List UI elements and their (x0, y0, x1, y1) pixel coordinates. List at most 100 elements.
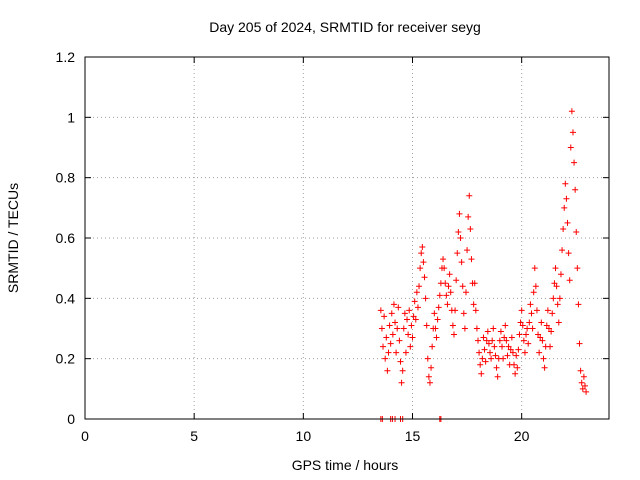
data-point (500, 355, 507, 362)
data-point (478, 370, 485, 377)
data-point (383, 334, 390, 341)
data-point (477, 361, 484, 368)
data-point (425, 373, 432, 380)
data-point (472, 307, 479, 314)
data-point (435, 304, 442, 311)
data-point (471, 280, 478, 287)
data-point (533, 307, 540, 314)
data-point (526, 319, 533, 326)
data-point (412, 316, 419, 323)
data-point (503, 337, 510, 344)
data-point (547, 343, 554, 350)
data-point (449, 322, 456, 329)
data-point (467, 225, 474, 232)
x-axis-label: GPS time / hours (292, 457, 399, 473)
data-point (450, 331, 457, 338)
data-point (520, 337, 527, 344)
data-point (411, 298, 418, 305)
data-point (406, 307, 413, 314)
data-point (385, 349, 392, 356)
data-point (442, 280, 449, 287)
data-point (447, 289, 454, 296)
data-point (481, 346, 488, 353)
data-point (556, 295, 563, 302)
data-point (490, 325, 497, 332)
data-point (399, 367, 406, 374)
data-point (530, 289, 537, 296)
data-point (493, 364, 500, 371)
data-point (389, 331, 396, 338)
y-tick-label: 0 (67, 411, 75, 427)
data-point (552, 265, 559, 272)
data-point (505, 343, 512, 350)
data-point (470, 301, 477, 308)
data-point (489, 337, 496, 344)
data-point (457, 235, 464, 241)
data-point (397, 358, 404, 365)
data-point (545, 325, 552, 332)
data-point (504, 352, 511, 359)
data-point (511, 361, 518, 368)
data-point (483, 337, 490, 344)
data-point (508, 334, 515, 341)
data-point (404, 316, 411, 323)
data-point (392, 319, 399, 326)
data-point (382, 355, 389, 362)
data-point (537, 334, 544, 341)
data-point (465, 213, 472, 220)
data-point (436, 292, 443, 299)
data-point (410, 313, 417, 320)
data-point (549, 310, 556, 317)
data-point (573, 228, 580, 235)
y-tick-label: 1.2 (56, 49, 76, 65)
data-point (497, 328, 504, 335)
data-point (507, 346, 514, 353)
data-point (441, 265, 448, 272)
y-axis-label: SRMTID / TECUs (5, 183, 21, 293)
data-point (417, 265, 424, 272)
data-point (567, 144, 574, 151)
data-point (453, 277, 460, 284)
data-point (434, 316, 441, 323)
y-tick-label: 1 (67, 109, 75, 125)
data-point (396, 337, 403, 344)
data-point (562, 180, 569, 187)
data-point (446, 271, 453, 278)
data-point (482, 358, 489, 365)
data-point (565, 250, 572, 257)
data-point (574, 265, 581, 272)
data-point (501, 334, 508, 341)
data-point (420, 259, 427, 266)
data-point (543, 322, 550, 329)
data-point (566, 277, 573, 284)
data-point (456, 210, 463, 217)
data-point (580, 373, 587, 380)
data-point (535, 331, 542, 338)
data-point (554, 301, 561, 308)
data-point (461, 325, 468, 332)
data-point (502, 322, 509, 329)
data-point (462, 289, 469, 296)
data-point (452, 307, 459, 314)
data-point (532, 283, 539, 290)
data-point (400, 325, 407, 332)
data-point (544, 307, 551, 314)
data-point (381, 313, 388, 320)
data-point (459, 283, 466, 290)
data-point (424, 355, 431, 362)
x-tick-label: 0 (81, 428, 89, 444)
y-tick-label: 0.2 (56, 351, 76, 367)
data-point (440, 256, 447, 263)
data-point (445, 283, 452, 290)
data-point (426, 379, 433, 386)
data-point (528, 310, 535, 317)
data-point (464, 247, 471, 254)
data-point (460, 310, 467, 317)
data-point (539, 337, 546, 344)
y-tick-label: 0.4 (56, 290, 76, 306)
data-point (561, 204, 568, 211)
y-ticks: 0 0.2 0.4 0.6 0.8 1 1.2 (56, 49, 609, 427)
data-point (401, 310, 408, 317)
data-point (496, 337, 503, 344)
data-point (576, 340, 583, 347)
